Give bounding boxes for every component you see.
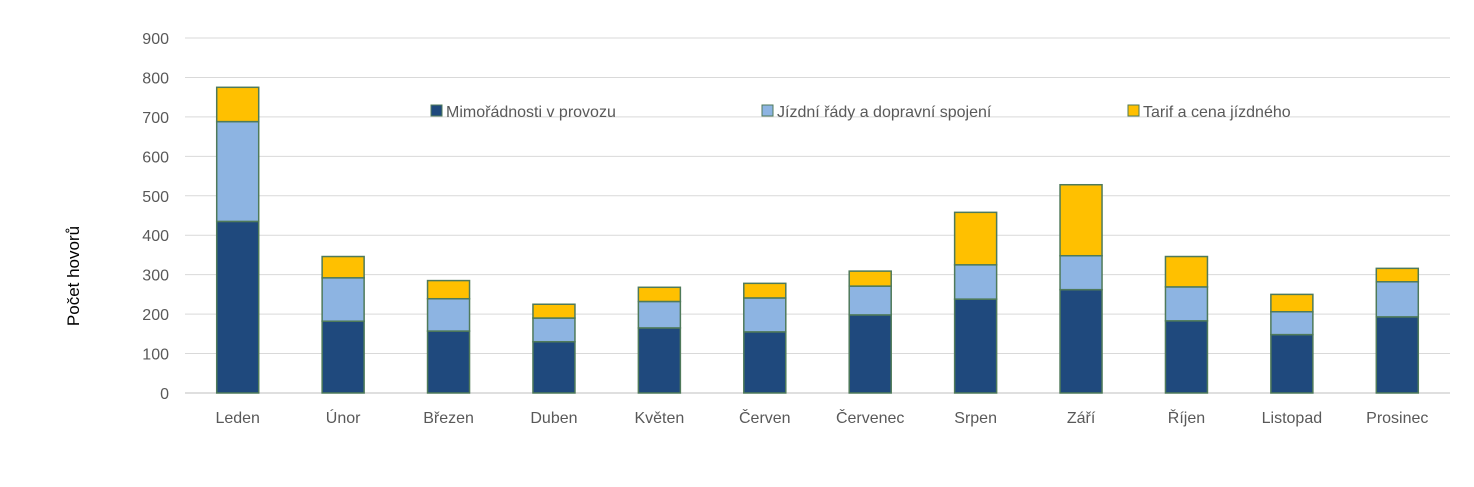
x-axis-labels: Leden Únor Březen Duben Květen Červen Červenec… xyxy=(215,408,1428,427)
bar-segment xyxy=(1164,255,1209,288)
bar-segment xyxy=(953,298,998,394)
x-tick-label: Prosinec xyxy=(1366,410,1428,427)
y-axis-title: Počet hovorů xyxy=(64,226,83,326)
bar-segment xyxy=(426,297,471,332)
y-tick-label: 700 xyxy=(142,110,169,127)
x-tick-label: Červen xyxy=(739,408,791,427)
y-tick-label: 400 xyxy=(142,228,169,245)
legend-swatch xyxy=(761,104,774,117)
legend-label: Mimořádnosti v provozu xyxy=(446,104,616,121)
bar-segment xyxy=(215,120,260,223)
bar-segment xyxy=(1059,288,1103,394)
x-tick-label: Březen xyxy=(423,410,474,427)
x-tick-label: Září xyxy=(1067,410,1096,427)
y-tick-label: 800 xyxy=(142,70,169,87)
legend-label: Tarif a cena jízdného xyxy=(1143,104,1291,121)
x-tick-label: Červenec xyxy=(836,408,904,427)
x-tick-label: Listopad xyxy=(1262,410,1323,427)
y-tick-label: 200 xyxy=(142,307,169,324)
y-tick-label: 100 xyxy=(142,347,169,364)
legend: Mimořádnosti v provozu Jízdní řády a dopr… xyxy=(430,104,1291,121)
bar-segment xyxy=(1375,267,1420,283)
bar-segment xyxy=(215,86,260,123)
bar-segment xyxy=(215,220,260,394)
y-tick-label: 0 xyxy=(160,386,169,403)
bar-segment xyxy=(532,317,576,343)
bar-segment xyxy=(532,340,576,394)
bar-segment xyxy=(1270,333,1314,394)
bar-segment xyxy=(1375,281,1420,318)
bar-segment xyxy=(848,285,892,316)
bar-segment xyxy=(1164,286,1209,322)
y-tick-label: 900 xyxy=(142,31,169,48)
y-tick-label: 500 xyxy=(142,189,169,206)
x-tick-label: Květen xyxy=(634,410,684,427)
y-tick-label: 300 xyxy=(142,268,169,285)
bar-segment xyxy=(637,286,682,303)
bar-segment xyxy=(426,279,471,300)
x-tick-label: Říjen xyxy=(1168,408,1205,427)
bar-segment xyxy=(848,270,892,287)
bar-segment xyxy=(637,327,682,394)
bar-segment xyxy=(321,320,365,394)
legend-swatch xyxy=(430,104,443,117)
gridlines xyxy=(185,37,1450,394)
y-tick-label: 600 xyxy=(142,149,169,166)
bar-segment xyxy=(532,303,576,319)
bar-segment xyxy=(1059,254,1103,291)
bar-segment xyxy=(426,330,471,394)
bar-segment xyxy=(321,277,365,322)
bar-segment xyxy=(953,264,998,300)
bar-segment xyxy=(1164,320,1209,394)
legend-swatch xyxy=(1127,104,1140,117)
bar-segment xyxy=(953,211,998,266)
bar-segment xyxy=(1059,183,1103,257)
bar-segment xyxy=(848,314,892,394)
bar-segment xyxy=(321,255,365,279)
x-tick-label: Duben xyxy=(530,410,577,427)
legend-label: Jízdní řády a dopravní spojení xyxy=(777,104,992,121)
bar-segment xyxy=(743,282,787,299)
bar-segment xyxy=(743,331,787,394)
x-tick-label: Únor xyxy=(326,408,361,427)
bars xyxy=(215,86,1420,394)
bar-segment xyxy=(1375,316,1420,394)
y-axis-ticks: 0 100 200 300 400 500 600 700 800 900 xyxy=(142,31,169,403)
bar-segment xyxy=(1270,293,1314,313)
x-tick-label: Leden xyxy=(215,410,260,427)
x-tick-label: Srpen xyxy=(954,410,997,427)
bar-segment xyxy=(1270,310,1314,336)
bar-segment xyxy=(637,300,682,329)
bar-segment xyxy=(743,297,787,333)
